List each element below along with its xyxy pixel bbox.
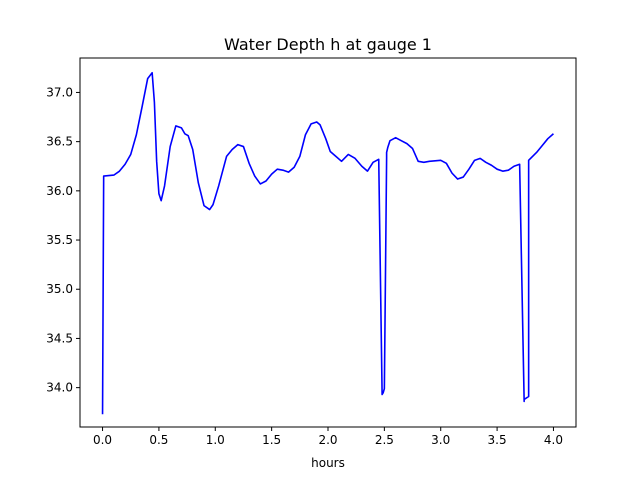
x-tick-label: 3.0 bbox=[431, 433, 450, 447]
x-tick-label: 2.0 bbox=[318, 433, 337, 447]
y-tick-label: 34.0 bbox=[46, 381, 73, 395]
series-line-0 bbox=[101, 71, 554, 415]
x-tick-label: 2.5 bbox=[375, 433, 394, 447]
y-tick-label: 35.0 bbox=[46, 282, 73, 296]
axes-layer: 0.0 0.5 1.0 1.5 2.0 2.5 3.0 3.5 4.0 34.0 34.5 35.0 3… bbox=[46, 57, 577, 447]
plot-layer bbox=[101, 71, 554, 415]
x-tick-label: 0.5 bbox=[149, 433, 168, 447]
x-tick-label: 4.0 bbox=[544, 433, 563, 447]
y-tick-label: 36.5 bbox=[46, 135, 73, 149]
y-tick-label: 36.0 bbox=[46, 184, 73, 198]
chart-title: Water Depth h at gauge 1 bbox=[224, 35, 432, 54]
y-tick-label: 34.5 bbox=[46, 331, 73, 345]
x-axis-label: hours bbox=[311, 456, 345, 470]
x-tick-label: 1.0 bbox=[206, 433, 225, 447]
x-tick-label: 0.0 bbox=[93, 433, 112, 447]
x-tick-label: 1.5 bbox=[262, 433, 281, 447]
y-tick-label: 37.0 bbox=[46, 85, 73, 99]
y-tick-label: 35.5 bbox=[46, 233, 73, 247]
x-tick-label: 3.5 bbox=[488, 433, 507, 447]
